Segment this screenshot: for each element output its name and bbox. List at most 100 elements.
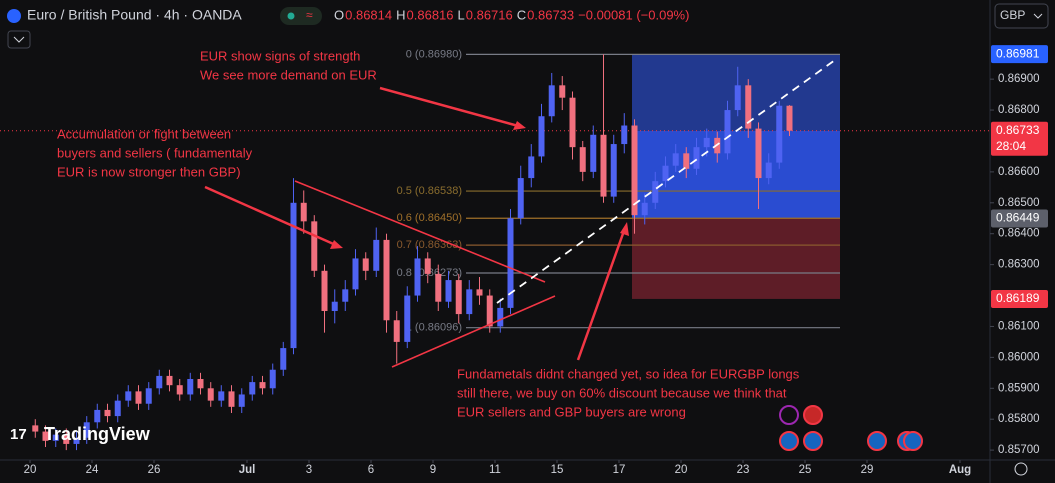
candle-body: [94, 409, 101, 423]
ohlc-value: 0.86733: [527, 7, 574, 22]
candle-body: [435, 273, 442, 302]
candle-body: [590, 134, 597, 172]
x-tick-label: 25: [799, 464, 812, 476]
candle-body: [207, 388, 214, 401]
price-label-bg: [991, 121, 1048, 156]
candle-body: [228, 391, 235, 407]
candle-body: [497, 307, 504, 327]
candle-body: [476, 289, 483, 296]
settings-icon[interactable]: [1014, 462, 1028, 476]
logo: 17 TradingView: [10, 424, 151, 444]
x-tick-label: 15: [551, 464, 564, 476]
symbol-title: Euro / British Pound · 4h · OANDA: [27, 7, 242, 23]
candle-body: [724, 110, 731, 154]
candle-body: [300, 202, 307, 222]
symbol-icon: [7, 9, 21, 23]
candle-body: [621, 125, 628, 145]
y-tick-label: 0.86600: [998, 166, 1040, 178]
candle-body: [352, 258, 359, 290]
candle-body: [393, 320, 400, 342]
candle-body: [600, 134, 607, 197]
ohlc-value: 0.86816: [407, 7, 454, 22]
candle-body: [156, 375, 163, 389]
arrow: [204, 185, 339, 248]
x-tick-label: 11: [489, 464, 501, 476]
ohlc-value: 0.86716: [466, 7, 513, 22]
arrow-head: [330, 240, 343, 249]
annotation: We see more demand on EUR: [200, 67, 377, 82]
currency-button[interactable]: [994, 3, 1049, 29]
candle-body: [321, 270, 328, 311]
event-icon[interactable]: [803, 405, 823, 425]
triangle-upper: [294, 180, 546, 283]
candle-body: [73, 437, 80, 444]
logo-text: TradingView: [44, 424, 151, 444]
y-tick-label: 0.86500: [998, 197, 1040, 209]
status-badge[interactable]: [280, 7, 322, 25]
candle-body: [755, 128, 762, 179]
price-label: 0.86449: [996, 211, 1040, 225]
fib-label: 1 (0.86096): [406, 322, 462, 334]
candle-body: [342, 289, 349, 302]
fib-label: 0.6 (0.86450): [397, 212, 462, 224]
arrow: [576, 227, 627, 361]
arrow-head: [620, 222, 629, 236]
x-tick-label: 23: [737, 464, 750, 476]
candle-body: [311, 221, 318, 271]
candle-body: [125, 391, 132, 401]
candle-body: [672, 153, 679, 166]
candle-body: [734, 85, 741, 111]
candle-body: [145, 388, 152, 404]
x-tick-label: Aug: [949, 464, 971, 476]
event-icon[interactable]: [867, 431, 887, 451]
candle-body: [528, 156, 535, 179]
candle-body: [683, 153, 690, 169]
event-icon[interactable]: [779, 431, 799, 451]
y-tick-label: 0.86300: [998, 259, 1040, 271]
chevron: [1033, 13, 1043, 19]
candle-body: [466, 289, 473, 315]
ohlc-label: C: [517, 7, 526, 22]
candle-body: [383, 239, 390, 321]
drawings: [204, 59, 836, 368]
candle-body: [424, 258, 431, 274]
triangle-lower: [391, 295, 556, 368]
ohlc-label: O: [334, 7, 344, 22]
status-icon: ≈: [306, 8, 313, 22]
candle-body: [114, 400, 121, 417]
candle-body: [548, 85, 555, 117]
candle-body: [414, 258, 421, 296]
candle-body: [745, 85, 752, 129]
event-icon[interactable]: [779, 405, 799, 425]
candle-body: [455, 280, 462, 315]
x-tick-label: 6: [368, 464, 374, 476]
price-label-bg: [991, 209, 1048, 228]
event-icon[interactable]: [803, 431, 823, 451]
arrow-head: [513, 121, 526, 130]
x-tick-label: Jul: [239, 464, 256, 476]
candle-body: [517, 178, 524, 219]
ohlc-label: L: [458, 7, 465, 22]
fib-label: 0 (0.86980): [406, 48, 462, 60]
candle-body: [765, 162, 772, 179]
collapse-button[interactable]: [7, 30, 31, 49]
countdown: 28:04: [996, 139, 1026, 153]
candle-body: [187, 379, 194, 395]
candle-body: [610, 144, 617, 197]
candle-body: [507, 218, 514, 308]
candle-body: [63, 434, 70, 444]
candle-body: [280, 348, 287, 370]
annotation: Fundametals didnt changed yet, so idea f…: [457, 366, 800, 381]
candle-body: [32, 425, 39, 432]
plot-area: 0 (0.86980)0.5 (0.86538)0.6 (0.86450)0.7…: [0, 48, 990, 451]
annotation: Accumulation or fight between: [57, 126, 231, 141]
y-tick-label: 0.85700: [998, 444, 1040, 456]
candle-body: [42, 431, 49, 441]
x-tick-label: 20: [24, 464, 37, 476]
candle-body: [269, 369, 276, 389]
event-icon[interactable]: [903, 431, 923, 451]
annotation: EUR sellers and GBP buyers are wrong: [457, 404, 686, 419]
x-tick-label: 24: [86, 464, 99, 476]
